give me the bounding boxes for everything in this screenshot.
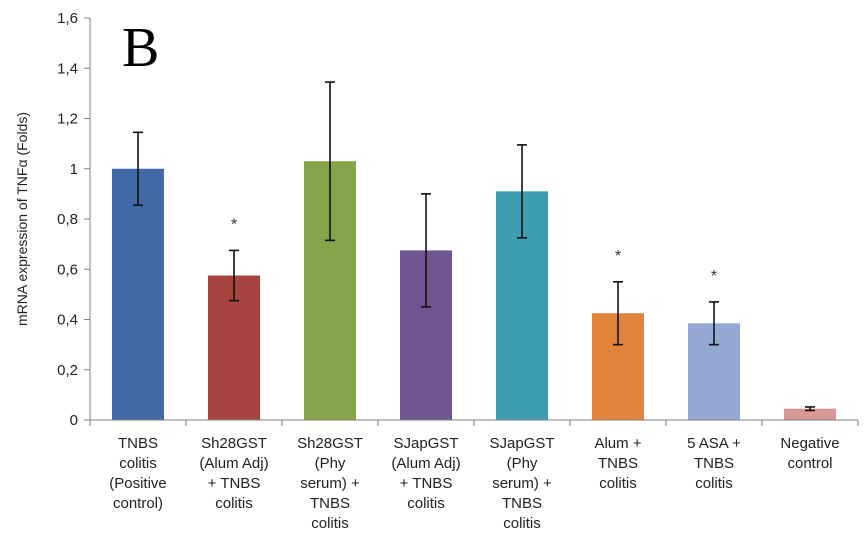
y-tick-label: 1,2: [57, 111, 78, 128]
y-tick-label: 0,4: [57, 312, 78, 329]
significance-marker: *: [711, 268, 717, 285]
axes-layer: 0 0,2 0,4 0,6 0,8 1 1,2 1,4 1,6 TNBS colitis (Posit…: [57, 10, 859, 532]
x-tick-label: Sh28GST (Alum Adj) + TNBS colitis: [199, 435, 268, 512]
bar: [112, 168, 164, 420]
y-tick-label: 0: [70, 412, 78, 429]
y-tick-label: 0,8: [57, 211, 78, 228]
x-tick-label: Negative control: [780, 435, 839, 472]
panel-letter: B: [122, 17, 159, 79]
y-tick-label: 1,4: [57, 60, 78, 77]
x-tick-label: SJapGST (Phy serum) + TNBS colitis: [489, 435, 554, 532]
x-tick-label: SJapGST (Alum Adj) + TNBS colitis: [391, 435, 460, 512]
x-tick-label: Alum + TNBS colitis: [594, 435, 641, 492]
y-tick-label: 0,2: [57, 362, 78, 379]
x-tick-label: 5 ASA + TNBS colitis: [687, 435, 741, 492]
y-tick-label: 0,6: [57, 261, 78, 278]
significance-marker: *: [615, 248, 621, 265]
y-axis-label: mRNA expression of TNFα (Folds): [14, 112, 30, 326]
significance-marker: *: [231, 216, 237, 233]
x-tick-label: Sh28GST (Phy serum) + TNBS colitis: [297, 435, 363, 532]
y-tick-label: 1,6: [57, 10, 78, 27]
y-tick-label: 1: [70, 161, 78, 178]
bar: [784, 408, 836, 420]
bars-layer: * * *: [112, 81, 836, 420]
x-tick-label: TNBS colitis (Positive control): [109, 435, 167, 512]
